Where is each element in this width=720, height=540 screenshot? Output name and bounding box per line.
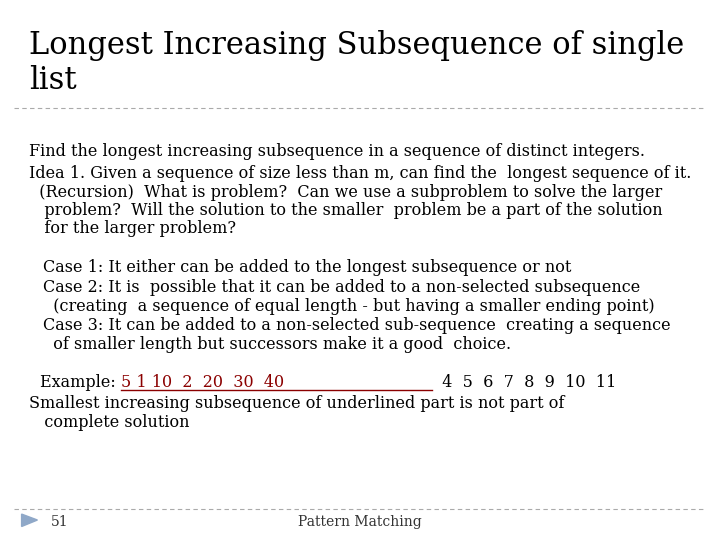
Text: complete solution: complete solution: [29, 414, 189, 431]
Text: Find the longest increasing subsequence in a sequence of distinct integers.: Find the longest increasing subsequence …: [29, 143, 645, 160]
Text: of smaller length but successors make it a good  choice.: of smaller length but successors make it…: [43, 336, 511, 353]
Text: Case 1: It either can be added to the longest subsequence or not: Case 1: It either can be added to the lo…: [43, 259, 572, 276]
Text: Example:: Example:: [40, 374, 120, 390]
Text: (Recursion)  What is problem?  Can we use a subproblem to solve the larger: (Recursion) What is problem? Can we use …: [29, 184, 662, 200]
Text: Longest Increasing Subsequence of single: Longest Increasing Subsequence of single: [29, 30, 684, 60]
Text: for the larger problem?: for the larger problem?: [29, 220, 236, 237]
Text: Smallest increasing subsequence of underlined part is not part of: Smallest increasing subsequence of under…: [29, 395, 564, 412]
Text: 51: 51: [50, 515, 68, 529]
Text: Case 3: It can be added to a non-selected sub-sequence  creating a sequence: Case 3: It can be added to a non-selecte…: [43, 317, 671, 334]
Text: (creating  a sequence of equal length - but having a smaller ending point): (creating a sequence of equal length - b…: [43, 298, 654, 314]
Text: Idea 1. Given a sequence of size less than m, can find the  longest sequence of : Idea 1. Given a sequence of size less th…: [29, 165, 691, 181]
Text: Case 2: It is  possible that it can be added to a non-selected subsequence: Case 2: It is possible that it can be ad…: [43, 279, 641, 295]
Text: problem?  Will the solution to the smaller  problem be a part of the solution: problem? Will the solution to the smalle…: [29, 202, 662, 219]
Text: 4  5  6  7  8  9  10  11: 4 5 6 7 8 9 10 11: [432, 374, 616, 390]
Polygon shape: [22, 514, 37, 526]
Text: 5 1 10  2  20  30  40: 5 1 10 2 20 30 40: [121, 374, 284, 390]
Text: Pattern Matching: Pattern Matching: [298, 515, 422, 529]
Text: list: list: [29, 65, 76, 96]
